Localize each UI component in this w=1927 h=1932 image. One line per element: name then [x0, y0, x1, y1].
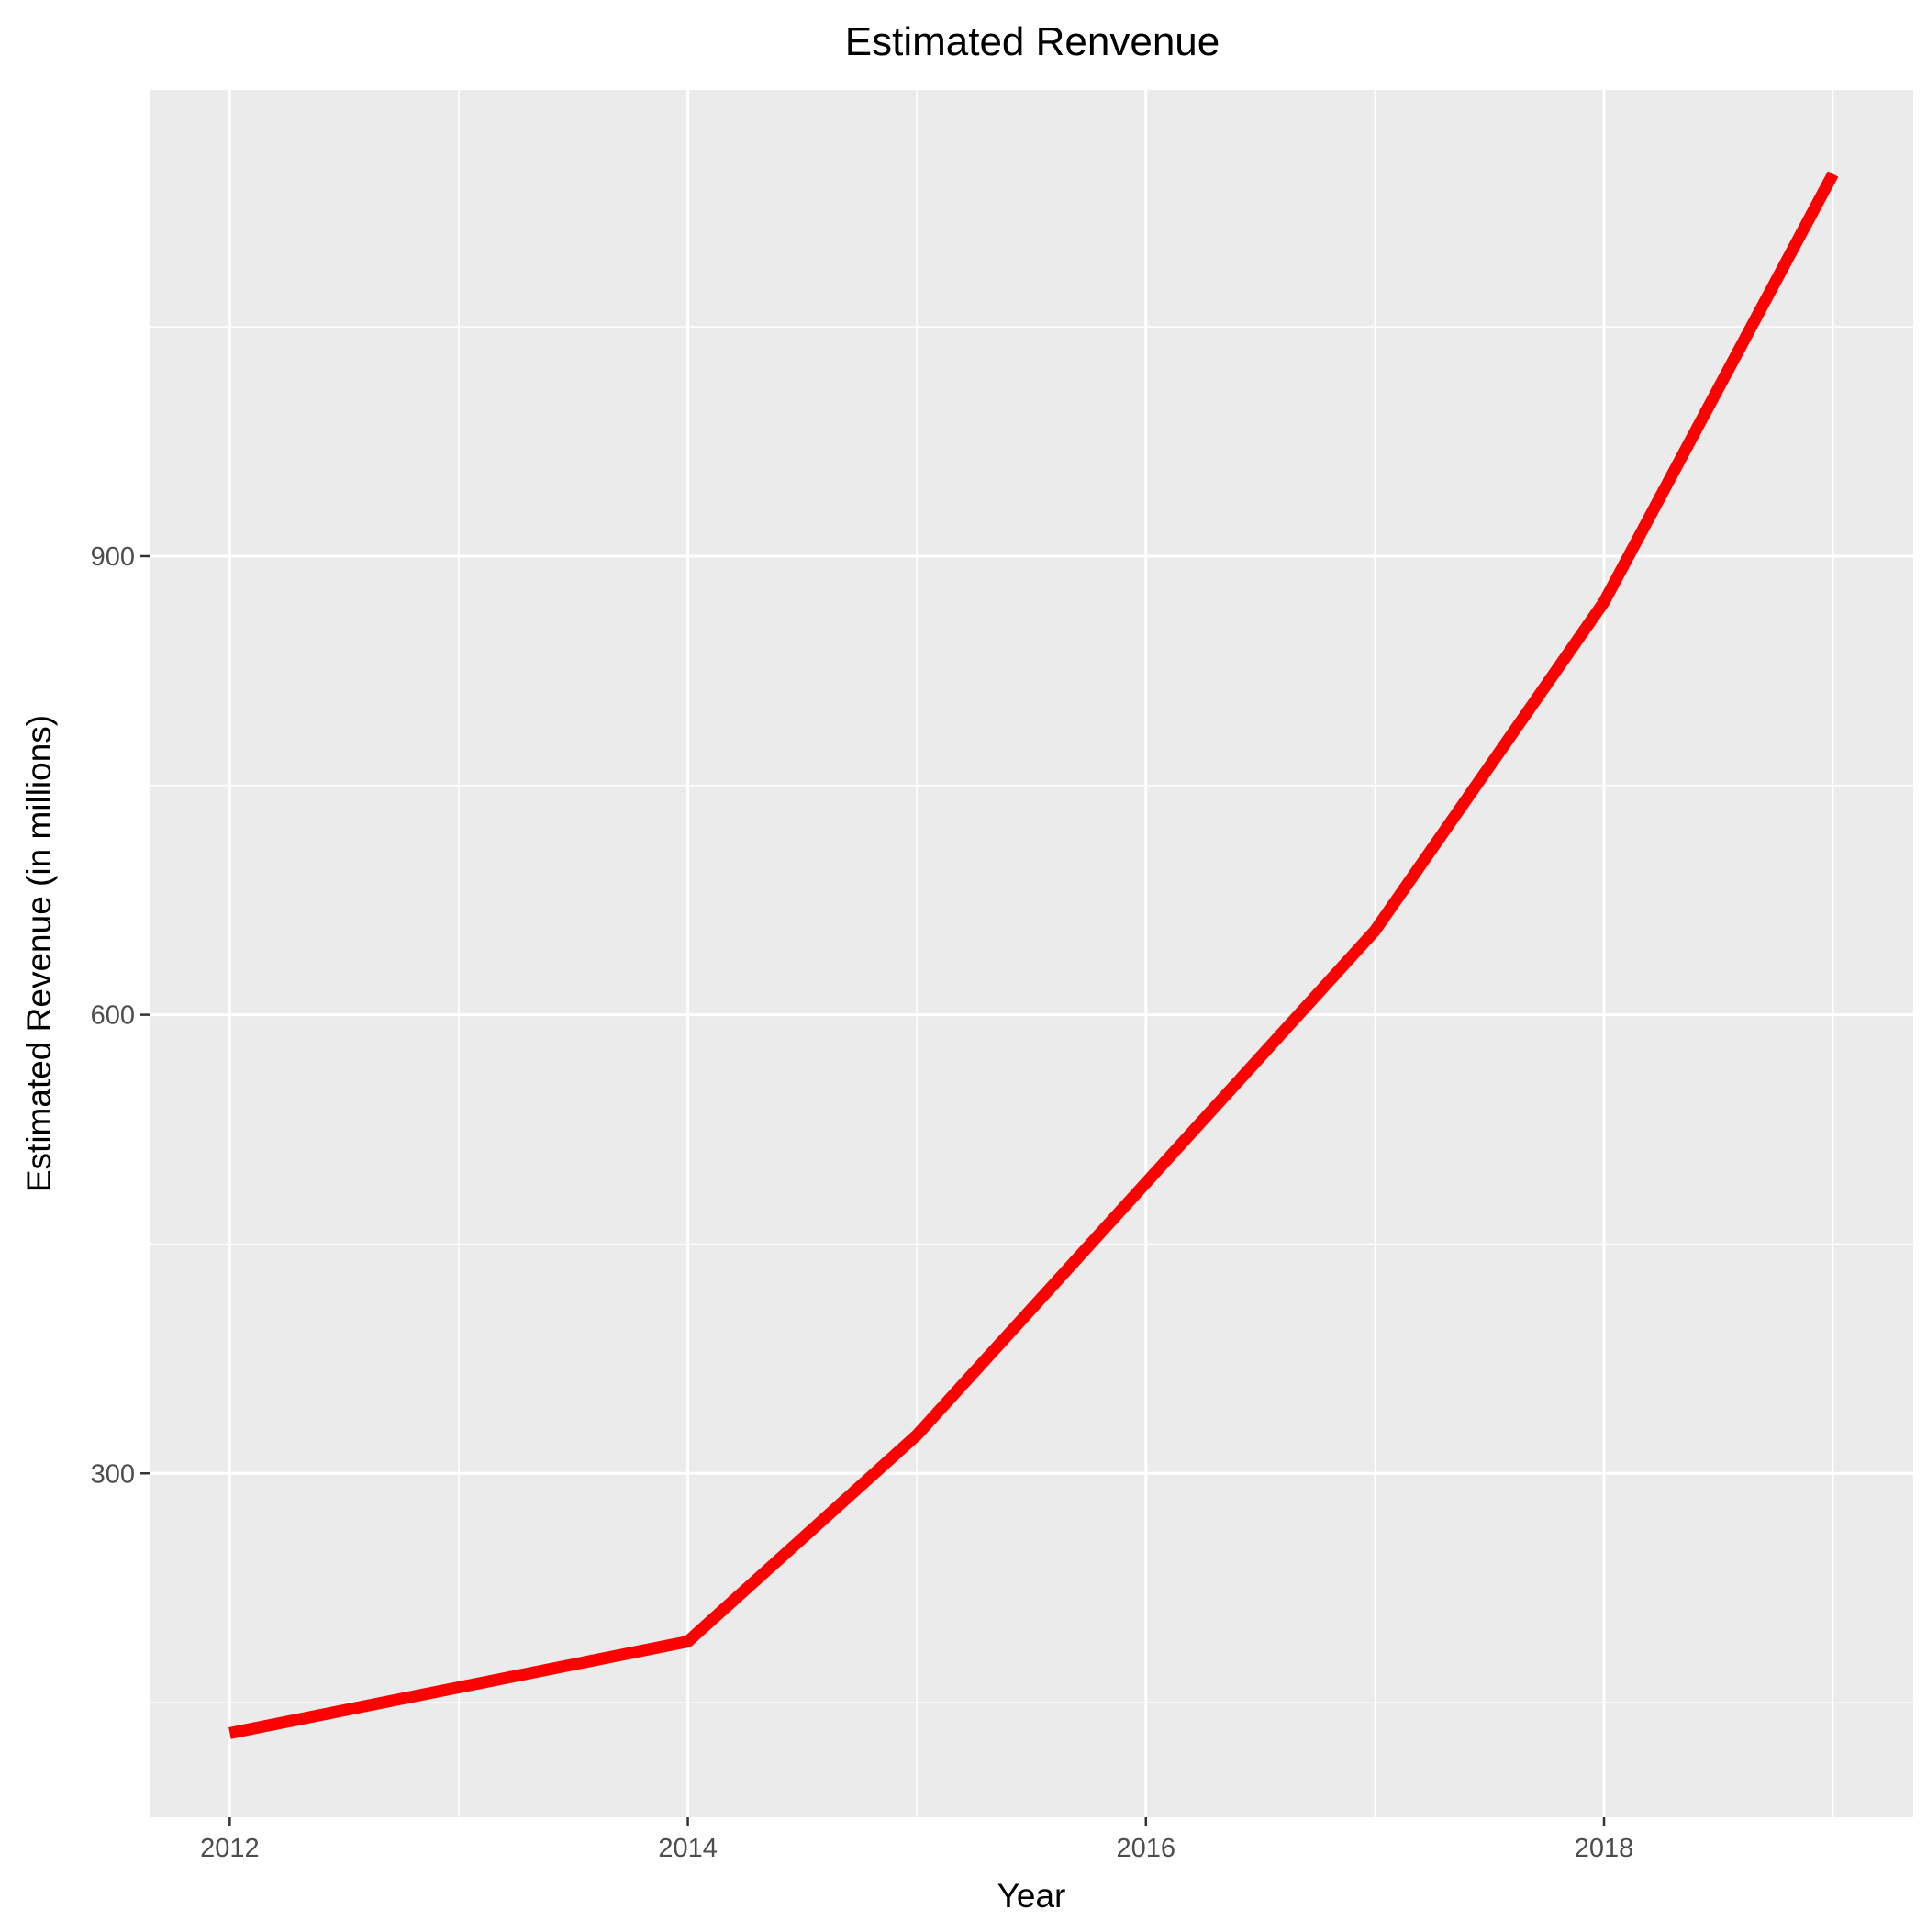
y-tick-label: 900: [91, 542, 135, 572]
y-tick-label: 600: [91, 1001, 135, 1031]
chart-title: Estimated Renvenue: [845, 19, 1220, 64]
series-layer: [228, 171, 1839, 1739]
y-axis-title: Estimated Revenue (in millions): [20, 715, 58, 1192]
x-axis: 2012 2014 2016 2018: [200, 1817, 1633, 1863]
y-axis: 300 600 900: [91, 542, 150, 1489]
major-gridlines: [150, 90, 1913, 1817]
minor-gridlines: [150, 90, 1913, 1817]
x-tick-label: 2016: [1117, 1834, 1176, 1863]
series-line: [228, 171, 1839, 1739]
x-tick-label: 2018: [1575, 1834, 1634, 1863]
y-tick-label: 300: [91, 1459, 135, 1489]
plot-panel: [150, 90, 1913, 1817]
x-axis-title: Year: [997, 1877, 1066, 1915]
x-tick-label: 2012: [200, 1834, 260, 1863]
x-tick-label: 2014: [658, 1834, 718, 1863]
